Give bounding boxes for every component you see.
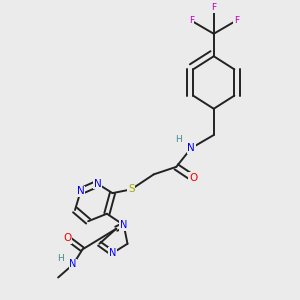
Text: N: N — [94, 179, 101, 189]
Text: N: N — [188, 143, 195, 153]
Text: H: H — [175, 135, 182, 144]
Text: H: H — [57, 254, 63, 263]
Text: S: S — [128, 184, 135, 194]
Text: N: N — [77, 186, 85, 196]
Text: F: F — [211, 3, 216, 12]
Text: O: O — [63, 233, 72, 243]
Text: N: N — [120, 220, 127, 230]
Text: N: N — [69, 260, 77, 269]
Text: O: O — [189, 173, 197, 183]
Text: F: F — [234, 16, 239, 25]
Text: F: F — [189, 16, 194, 25]
Text: N: N — [109, 248, 116, 258]
